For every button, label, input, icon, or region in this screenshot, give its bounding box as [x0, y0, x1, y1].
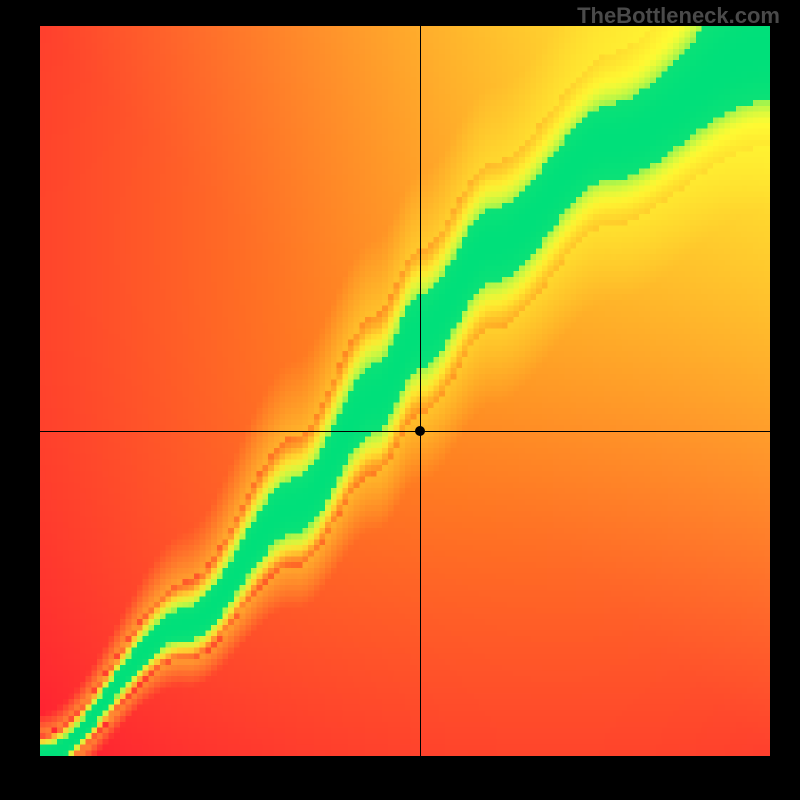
watermark-text: TheBottleneck.com — [577, 3, 780, 29]
heatmap-canvas — [40, 26, 770, 756]
crosshair-vertical — [420, 26, 421, 756]
crosshair-horizontal — [40, 431, 770, 432]
heatmap-plot — [40, 26, 770, 756]
selection-marker — [415, 426, 425, 436]
